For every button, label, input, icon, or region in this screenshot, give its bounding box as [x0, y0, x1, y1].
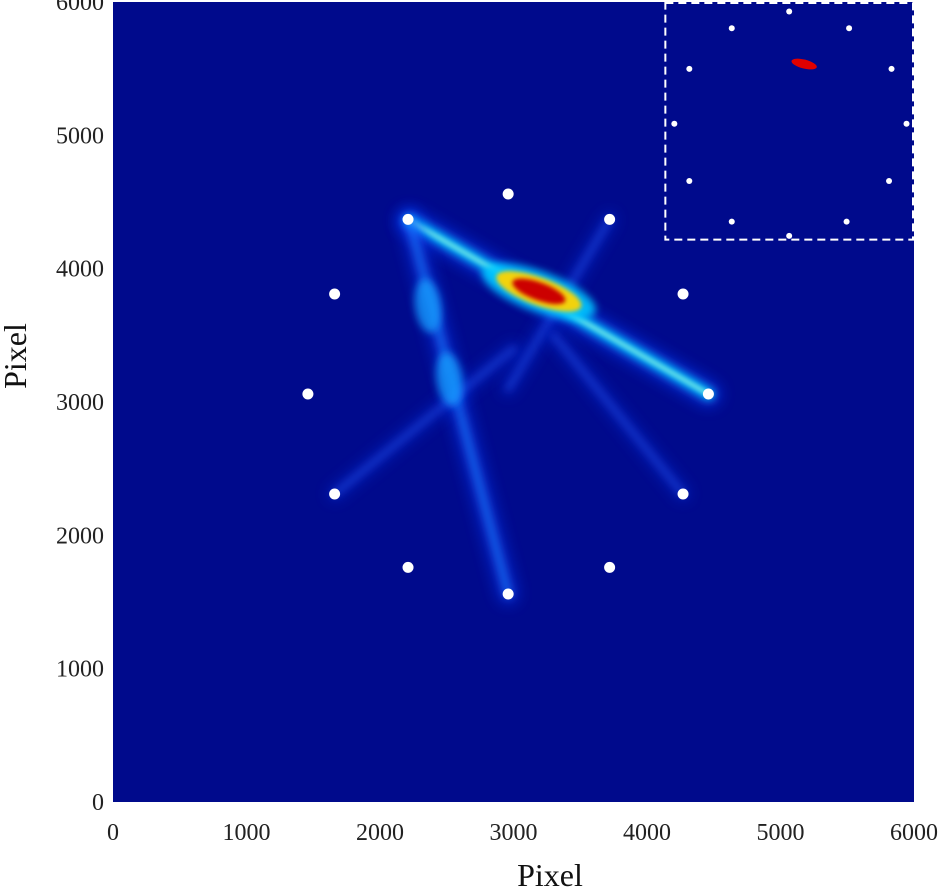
x-tick-label-0: 0	[107, 820, 119, 846]
inset-marker-6	[843, 218, 850, 225]
marker-9	[329, 488, 341, 500]
hotspots-layer	[414, 263, 596, 407]
y-tick-label-6000: 6000	[56, 0, 104, 16]
y-tick-label-2000: 2000	[56, 523, 104, 549]
inset-marker-12	[728, 25, 735, 32]
streak-6	[546, 328, 691, 501]
hotspot-glow	[414, 279, 442, 333]
hotspot-1	[482, 263, 596, 320]
y-axis-ticks: 0 1000 2000 3000 4000 5000 6000	[56, 0, 104, 816]
x-axis-ticks: 0 1000 2000 3000 4000 5000 6000	[107, 820, 938, 846]
inset-marker-2	[846, 25, 853, 32]
marker-5	[677, 488, 689, 500]
markers-layer	[302, 188, 714, 600]
x-tick-label-2000: 2000	[356, 820, 404, 846]
streak-5	[327, 341, 521, 501]
inset-marker-4	[903, 120, 910, 127]
x-tick-label-5000: 5000	[757, 820, 805, 846]
inset-hotspot	[791, 58, 817, 70]
y-tick-label-0: 0	[92, 790, 104, 816]
x-tick-label-4000: 4000	[623, 820, 671, 846]
inset-border	[664, 2, 914, 241]
inset-background	[664, 2, 914, 241]
streak-6-layer-2	[551, 332, 686, 497]
hotspot-3	[436, 352, 463, 407]
marker-1	[502, 188, 514, 200]
inset-marker-7	[786, 232, 793, 239]
hotspot-glow	[436, 352, 463, 407]
marker-3	[677, 288, 689, 300]
inset-marker-9	[686, 178, 693, 184]
y-axis-label: Pixel	[0, 323, 33, 389]
marker-10	[302, 388, 314, 400]
inset-marker-8	[728, 218, 735, 225]
x-tick-label-6000: 6000	[890, 820, 938, 846]
hotspot-peak	[512, 278, 566, 305]
y-tick-label-1000: 1000	[56, 657, 104, 683]
inset-marker-10	[671, 120, 678, 127]
marker-4	[702, 388, 714, 400]
streak-5-layer-2	[332, 346, 516, 497]
marker-7	[502, 588, 514, 600]
y-tick-label-4000: 4000	[56, 257, 104, 283]
inset-marker-1	[786, 8, 793, 15]
y-tick-label-3000: 3000	[56, 390, 104, 416]
hotspot-2	[414, 279, 442, 333]
inset-panel	[664, 2, 914, 241]
marker-11	[329, 288, 341, 300]
inset-marker-11	[686, 65, 693, 72]
x-tick-label-3000: 3000	[490, 820, 538, 846]
marker-8	[402, 561, 414, 573]
marker-12	[402, 213, 414, 225]
x-axis-label: Pixel	[517, 857, 583, 892]
inset-marker-3	[888, 65, 895, 72]
marker-2	[604, 213, 616, 225]
marker-6	[604, 561, 616, 573]
x-tick-label-1000: 1000	[223, 820, 271, 846]
y-tick-label-5000: 5000	[56, 123, 104, 149]
inset-marker-5	[886, 178, 893, 184]
